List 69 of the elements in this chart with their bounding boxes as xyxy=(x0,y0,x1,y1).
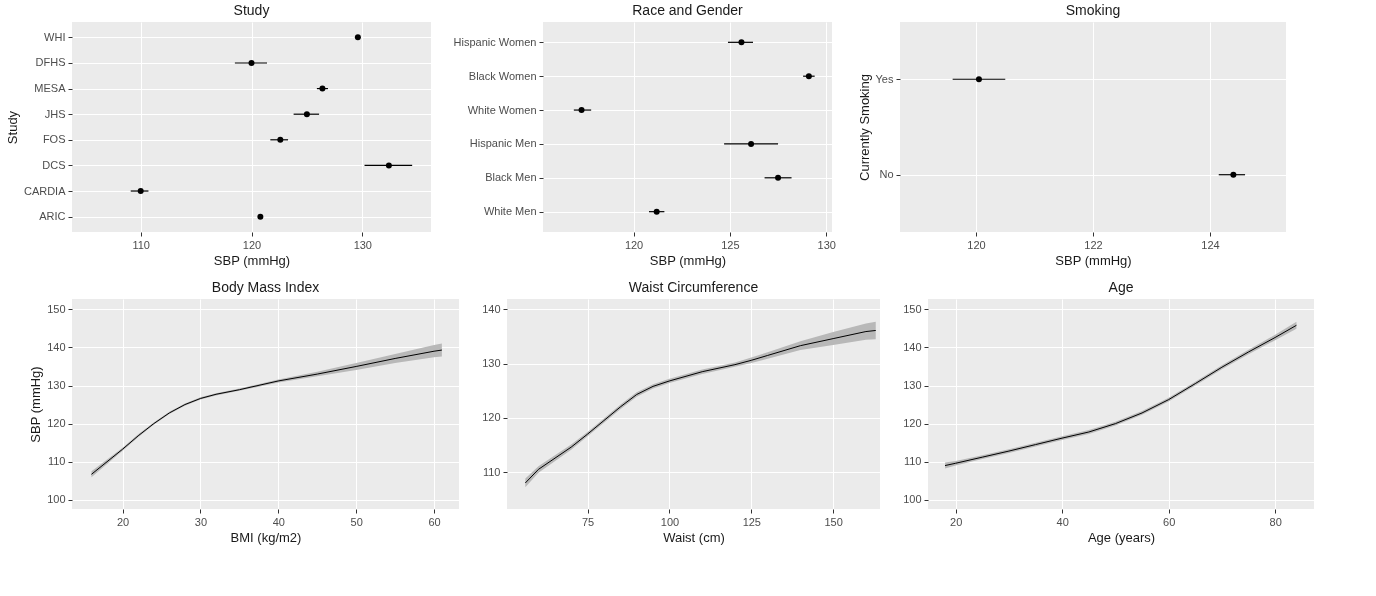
x-axis-title: BMI (kg/m2) xyxy=(230,529,302,545)
x-axis-title: Waist (cm) xyxy=(663,529,725,545)
x-tick-label: 40 xyxy=(272,515,285,528)
y-tick-label: 150 xyxy=(903,302,922,315)
y-tick-label: Yes xyxy=(875,72,894,85)
x-tick-label: 20 xyxy=(116,515,130,528)
x-tick-label: 125 xyxy=(742,515,761,528)
y-tick-label: 150 xyxy=(47,302,66,315)
y-tick-label: 140 xyxy=(47,340,66,353)
x-tick-label: 75 xyxy=(581,515,595,528)
y-tick-label: 100 xyxy=(47,493,66,506)
y-tick-label: Hispanic Women xyxy=(453,35,537,48)
x-axis-title: SBP (mmHg) xyxy=(649,252,727,268)
y-tick-label: 110 xyxy=(47,455,66,468)
chart-title: Race and Gender xyxy=(632,2,744,18)
y-tick-label: No xyxy=(879,168,894,181)
x-axis-title: SBP (mmHg) xyxy=(213,252,291,268)
x-tick-label: 60 xyxy=(428,515,441,528)
x-tick-label: 125 xyxy=(721,238,740,251)
y-tick-label: 120 xyxy=(47,417,66,430)
x-tick-label: 124 xyxy=(1201,238,1220,251)
x-tick-label: 30 xyxy=(194,515,208,528)
y-tick-label: 120 xyxy=(903,417,922,430)
x-tick-label: 150 xyxy=(824,515,843,528)
x-axis-title: Age (years) xyxy=(1087,529,1156,545)
y-tick-label: JHS xyxy=(44,107,66,120)
y-tick-label: 120 xyxy=(482,411,501,424)
chart-title: Waist Circumference xyxy=(628,279,759,295)
x-tick-label: 122 xyxy=(1084,238,1103,251)
y-tick-label: DCS xyxy=(42,158,66,171)
x-tick-label: 50 xyxy=(350,515,363,528)
x-tick-label: 120 xyxy=(967,238,986,251)
y-tick-label: WHI xyxy=(44,30,66,43)
y-tick-label: White Men xyxy=(483,205,537,218)
y-tick-label: 100 xyxy=(903,493,922,506)
x-tick-label: 120 xyxy=(624,238,644,251)
y-tick-label: Hispanic Men xyxy=(469,137,537,150)
y-tick-label: MESA xyxy=(34,82,67,95)
x-tick-label: 60 xyxy=(1163,515,1176,528)
y-tick-label: 140 xyxy=(482,302,501,315)
y-tick-label: Black Women xyxy=(468,69,537,82)
y-tick-label: 130 xyxy=(47,379,66,392)
x-tick-label: 20 xyxy=(950,515,963,528)
x-tick-label: 120 xyxy=(242,238,262,251)
x-axis-title: SBP (mmHg) xyxy=(1055,252,1132,268)
y-tick-label: DFHS xyxy=(35,56,66,69)
y-tick-label: Black Men xyxy=(485,171,537,184)
x-tick-label: 110 xyxy=(132,238,150,251)
x-tick-label: 100 xyxy=(660,515,680,528)
chart-title: Body Mass Index xyxy=(211,279,320,295)
y-tick-label: ARIC xyxy=(39,210,66,223)
chart-title: Age xyxy=(1108,279,1134,295)
x-tick-label: 130 xyxy=(817,238,836,251)
y-axis-title: Currently Smoking xyxy=(856,74,872,181)
x-tick-label: 130 xyxy=(353,238,372,251)
y-tick-label: CARDIA xyxy=(23,184,67,197)
y-tick-label: White Women xyxy=(467,103,537,116)
y-tick-label: 110 xyxy=(903,455,922,468)
y-tick-label: 130 xyxy=(482,357,501,370)
y-tick-label: FOS xyxy=(42,133,66,146)
y-tick-label: 130 xyxy=(903,379,922,392)
x-tick-label: 80 xyxy=(1269,515,1282,528)
chart-title: Smoking xyxy=(1065,2,1121,18)
chart-title: Study xyxy=(233,2,270,18)
y-axis-title: Study xyxy=(4,110,20,145)
y-tick-label: 110 xyxy=(482,465,501,478)
x-tick-label: 40 xyxy=(1056,515,1069,528)
y-tick-label: 140 xyxy=(903,340,922,353)
y-axis-title: SBP (mmHg) xyxy=(28,366,44,443)
